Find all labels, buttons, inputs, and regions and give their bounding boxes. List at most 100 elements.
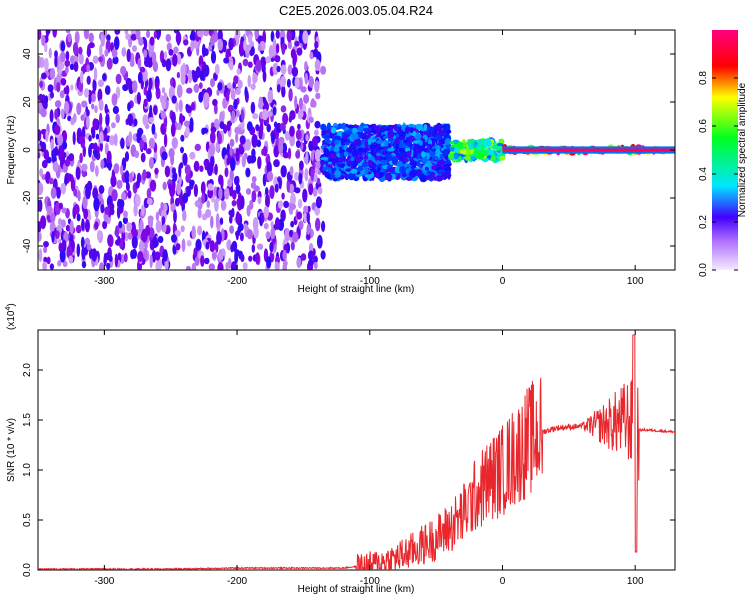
spectrogram-cell (237, 192, 242, 203)
spectrogram-cell (60, 41, 66, 52)
spectrogram-cell (280, 75, 287, 88)
spectrogram-cell (433, 134, 442, 141)
snr-y-tick-label: 2.0 (22, 363, 33, 377)
spectrogram-cell (131, 80, 138, 93)
spectrogram-cell (208, 44, 213, 52)
spectrogram-cell (124, 231, 129, 242)
spectrogram-cell (148, 117, 155, 123)
spectrogram-cell (242, 262, 248, 270)
spectrogram-cell (43, 149, 50, 160)
snr-multiplier-exponent: 4 (5, 307, 12, 311)
spectrogram-cell (170, 122, 176, 137)
spectrogram-cell (314, 120, 321, 129)
spectrogram-cell (182, 152, 188, 166)
spectrogram-cell (323, 166, 330, 170)
spectrogram-cell (58, 62, 65, 70)
spectrogram-cell (43, 246, 48, 254)
spectrogram-cell (272, 106, 277, 116)
spectrogram-cell (245, 188, 252, 195)
spectrogram-cell (115, 73, 122, 85)
spectrogram-cell (114, 30, 121, 35)
spectrogram-cell (251, 176, 257, 183)
spectrogram-cell (242, 58, 249, 67)
spectrogram-cell (132, 45, 137, 52)
spectrogram-cell (153, 131, 158, 140)
spectrogram-cell (181, 238, 186, 252)
spectrogram-cell (129, 59, 135, 67)
spectrogram-cell (226, 157, 231, 166)
spectrogram-cell (54, 55, 58, 68)
spectrogram-cell (266, 256, 272, 269)
spectrogram-cell (263, 206, 270, 219)
spectrogram-cell (386, 153, 393, 162)
spectrogram-cell (416, 133, 422, 139)
spectrogram-cell (41, 160, 48, 169)
spectrogram-cell (223, 57, 230, 64)
spectrogram-cell (93, 67, 98, 81)
spectrogram-cell (252, 73, 258, 84)
spectrogram-cell (226, 122, 231, 132)
spectrogram-cell (171, 95, 177, 104)
spectrogram-cell (281, 42, 286, 55)
snr-y-tick-label: 0.5 (22, 513, 33, 527)
spectrogram-cell (199, 70, 204, 82)
spectrogram-cell (297, 198, 303, 209)
spectrogram-cell (80, 70, 84, 84)
spectrogram-cell (112, 105, 119, 115)
spectrogram-cell (279, 122, 286, 131)
spectrogram-cell (38, 231, 42, 242)
spectrogram-cell (397, 136, 406, 141)
spectrogram-cell (44, 57, 49, 72)
spectrogram-cell (54, 100, 62, 108)
spectrogram-cell (41, 72, 47, 80)
spectrogram-cell (75, 224, 82, 234)
spectrogram-cell (98, 185, 105, 194)
spectrogram-cell (113, 163, 120, 174)
spectrogram-cell (229, 146, 233, 156)
spectrogram-cell (142, 114, 149, 126)
spectrogram-cell (195, 66, 201, 79)
spectrogram-cell (295, 140, 301, 149)
spectrogram-cell (130, 249, 135, 260)
spectrogram-cell (308, 183, 314, 196)
snr-multiplier-text: (x10 (6, 310, 17, 330)
spectrogram-cell (99, 262, 105, 270)
spectrogram-cell (289, 183, 295, 194)
spectrogram-cell (216, 89, 220, 96)
snr-y-tick-label: 1.5 (22, 413, 33, 427)
spectrogram-cell (174, 229, 181, 237)
spectrogram-y-tick-label: 0 (22, 147, 33, 153)
spectrogram-cell (324, 137, 331, 144)
spectrogram-cell (302, 188, 308, 203)
spectrogram-cell (49, 109, 54, 123)
spectrogram-cell (440, 165, 447, 169)
spectrogram-cell (155, 211, 160, 221)
spectrogram-cell (130, 33, 137, 41)
spectrogram-cell (225, 91, 230, 102)
spectrogram-cell (154, 251, 161, 261)
spectrogram-cell (347, 155, 352, 160)
spectrogram-cell (252, 217, 259, 231)
spectrogram-cell (126, 222, 133, 232)
spectrogram-cell (444, 138, 452, 145)
spectrogram-cell (123, 210, 128, 219)
spectrogram-cell (280, 105, 287, 113)
spectrogram-cell (115, 225, 120, 238)
spectrogram-cell (346, 160, 354, 167)
spectrogram-cell (272, 62, 279, 75)
spectrogram-cell (126, 48, 131, 63)
spectrogram-cell (479, 149, 487, 154)
spectrogram-cell (122, 84, 129, 92)
spectrogram-cell (182, 192, 189, 204)
spectrogram-cell (89, 160, 95, 173)
spectrogram-cell (361, 162, 368, 168)
spectrogram-cell (217, 30, 223, 42)
spectrogram-cell (200, 255, 205, 267)
spectrogram-cell (298, 109, 304, 119)
spectrogram-cell (218, 187, 223, 200)
spectrogram-cell (45, 129, 49, 142)
spectrogram-x-tick-label: -100 (360, 276, 380, 287)
spectrogram-cell (345, 147, 353, 153)
spectrogram-cell (230, 89, 236, 101)
spectrogram-cell (145, 171, 152, 179)
